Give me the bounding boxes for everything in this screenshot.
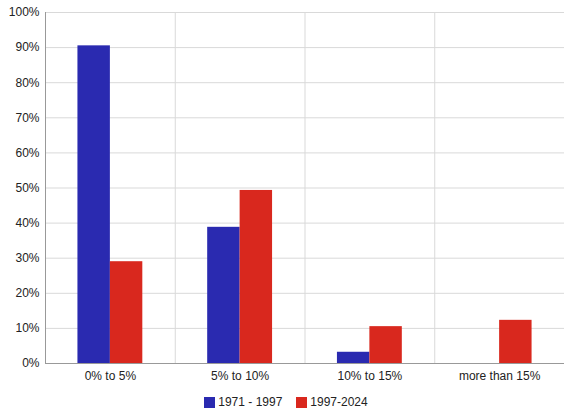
svg-text:5% to 10%: 5% to 10% <box>211 369 269 383</box>
svg-text:more than 15%: more than 15% <box>459 369 541 383</box>
svg-text:100%: 100% <box>9 5 40 19</box>
svg-text:10% to 15%: 10% to 15% <box>338 369 403 383</box>
html-text:1997-2024: 1997-2024 <box>310 395 368 409</box>
svg-text:20%: 20% <box>15 286 39 300</box>
svg-text:50%: 50% <box>15 181 39 195</box>
svg-text:40%: 40% <box>15 216 39 230</box>
svg-text:10%: 10% <box>15 321 39 335</box>
svg-text:70%: 70% <box>15 111 39 125</box>
svg-text:0%: 0% <box>22 356 40 370</box>
svg-text:0% to 5%: 0% to 5% <box>85 369 137 383</box>
svg-text:90%: 90% <box>15 40 39 54</box>
svg-text:80%: 80% <box>15 76 39 90</box>
svg-text:30%: 30% <box>15 251 39 265</box>
html-text:1971 - 1997: 1971 - 1997 <box>218 395 283 409</box>
svg-text:60%: 60% <box>15 146 39 160</box>
